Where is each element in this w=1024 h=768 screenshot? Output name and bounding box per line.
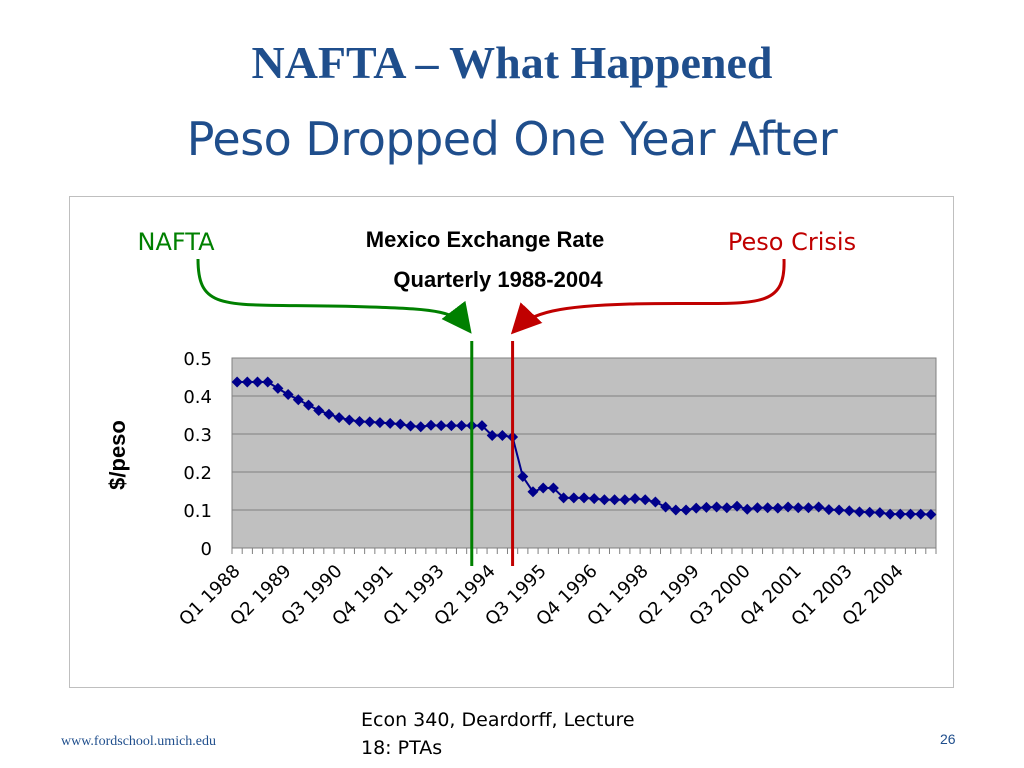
y-tick-label: 0 xyxy=(201,539,212,560)
data-point xyxy=(323,408,335,420)
data-point xyxy=(292,394,304,406)
data-point xyxy=(517,471,529,483)
data-point xyxy=(721,502,733,514)
data-point xyxy=(558,492,570,504)
data-point xyxy=(568,492,580,504)
data-point xyxy=(772,502,784,514)
data-point xyxy=(925,509,937,521)
y-tick-label: 0.2 xyxy=(183,463,212,484)
y-tick-label: 0.4 xyxy=(183,387,212,408)
chart-subtitle: Quarterly 1988-2004 xyxy=(393,267,603,292)
data-point xyxy=(588,493,600,505)
data-point xyxy=(486,430,498,442)
data-point xyxy=(843,505,855,517)
chart-title: Mexico Exchange Rate xyxy=(366,227,604,252)
data-point xyxy=(629,493,641,505)
data-point xyxy=(894,508,906,520)
data-point xyxy=(231,376,243,388)
data-point xyxy=(690,502,702,514)
footer-lecture: Econ 340, Deardorff, Lecture 18: PTAs xyxy=(361,709,635,759)
data-point xyxy=(813,501,825,513)
slide-title: NAFTA – What Happened xyxy=(251,37,773,88)
data-point xyxy=(384,417,396,429)
data-point xyxy=(853,506,865,518)
data-point xyxy=(425,419,437,431)
y-tick-label: 0.5 xyxy=(183,349,212,370)
data-point xyxy=(578,492,590,504)
data-point xyxy=(782,501,794,513)
data-point xyxy=(537,482,549,494)
data-point xyxy=(711,501,723,513)
data-point xyxy=(731,500,743,512)
y-axis-label: $/peso xyxy=(105,420,130,490)
data-point xyxy=(649,496,661,508)
data-point xyxy=(354,415,366,427)
data-point xyxy=(476,420,488,432)
crisis-arrow xyxy=(510,258,786,335)
data-point xyxy=(609,494,621,506)
data-point xyxy=(303,399,315,411)
data-point xyxy=(741,503,753,515)
data-point xyxy=(874,507,886,519)
data-point xyxy=(333,412,345,424)
data-point xyxy=(751,502,763,514)
peso-crisis-label: Peso Crisis xyxy=(728,228,856,256)
data-point xyxy=(313,404,325,416)
page-number: 26 xyxy=(940,731,956,747)
data-point xyxy=(802,502,814,514)
chart-frame: Mexico Exchange Rate Quarterly 1988-2004… xyxy=(69,196,954,688)
data-point xyxy=(904,508,916,520)
data-point xyxy=(864,506,876,518)
data-point xyxy=(619,494,631,506)
data-point xyxy=(241,376,253,388)
data-point xyxy=(660,501,672,513)
data-point xyxy=(364,416,376,428)
data-point xyxy=(343,414,355,426)
data-point xyxy=(639,494,651,506)
data-point xyxy=(833,504,845,516)
y-tick-label: 0.3 xyxy=(183,425,212,446)
data-point xyxy=(435,420,447,432)
data-point xyxy=(680,504,692,516)
footer-url: www.fordschool.umich.edu xyxy=(61,734,217,749)
data-point xyxy=(445,420,457,432)
nafta-label: NAFTA xyxy=(138,228,216,256)
data-point xyxy=(496,430,508,442)
data-point xyxy=(762,502,774,514)
data-point xyxy=(670,504,682,516)
data-point xyxy=(547,482,559,494)
data-point xyxy=(598,494,610,506)
data-point xyxy=(884,508,896,520)
y-tick-label: 0.1 xyxy=(183,501,212,522)
data-point xyxy=(252,376,264,388)
exchange-rate-chart: Mexico Exchange Rate Quarterly 1988-2004… xyxy=(105,227,937,630)
data-point xyxy=(405,420,417,432)
data-point xyxy=(272,382,284,394)
data-point xyxy=(415,421,427,433)
data-point xyxy=(915,508,927,520)
data-point xyxy=(374,417,386,429)
data-point xyxy=(792,502,804,514)
plot-area xyxy=(231,357,937,549)
data-point xyxy=(823,504,835,516)
slide-subtitle: Peso Dropped One Year After xyxy=(186,112,838,166)
data-point xyxy=(700,501,712,513)
data-point xyxy=(394,418,406,430)
data-point xyxy=(262,376,274,388)
data-point xyxy=(456,420,468,432)
data-point xyxy=(527,486,539,498)
nafta-arrow xyxy=(196,258,472,334)
data-point xyxy=(282,388,294,400)
